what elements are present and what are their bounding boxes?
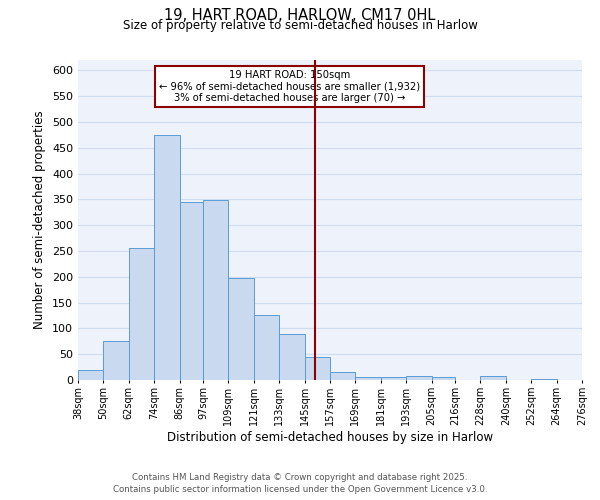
Bar [179, 202, 203, 380]
Bar [381, 378, 406, 380]
Bar [154, 135, 179, 380]
Bar [406, 376, 431, 380]
Bar [229, 278, 254, 380]
Bar [431, 378, 455, 380]
Text: 19 HART ROAD: 150sqm
← 96% of semi-detached houses are smaller (1,932)
3% of sem: 19 HART ROAD: 150sqm ← 96% of semi-detac… [159, 70, 420, 103]
X-axis label: Distribution of semi-detached houses by size in Harlow: Distribution of semi-detached houses by … [167, 430, 493, 444]
Text: Size of property relative to semi-detached houses in Harlow: Size of property relative to semi-detach… [122, 18, 478, 32]
Bar [330, 372, 355, 380]
Bar [78, 370, 103, 380]
Y-axis label: Number of semi-detached properties: Number of semi-detached properties [34, 110, 46, 330]
Bar [305, 357, 330, 380]
Bar [279, 334, 305, 380]
Text: Contains HM Land Registry data © Crown copyright and database right 2025.
Contai: Contains HM Land Registry data © Crown c… [113, 473, 487, 494]
Bar [355, 377, 381, 380]
Text: 19, HART ROAD, HARLOW, CM17 0HL: 19, HART ROAD, HARLOW, CM17 0HL [164, 8, 436, 22]
Bar [103, 342, 129, 380]
Bar [481, 376, 506, 380]
Bar [129, 248, 154, 380]
Bar [203, 200, 229, 380]
Bar [254, 315, 279, 380]
Bar [531, 379, 557, 380]
